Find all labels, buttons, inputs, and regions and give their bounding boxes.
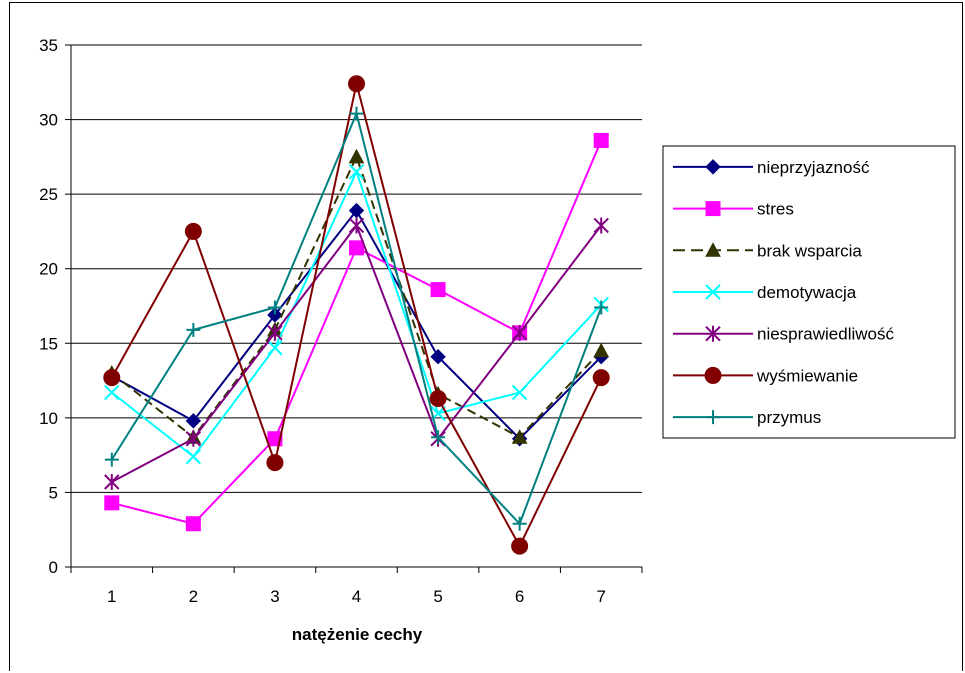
data-point	[593, 217, 609, 234]
legend-marker	[704, 366, 722, 384]
x-tick-label: 6	[515, 587, 524, 606]
data-point	[104, 473, 120, 490]
legend-entry: brak wsparcia	[673, 241, 862, 260]
legend-marker	[705, 325, 721, 342]
data-point	[349, 106, 364, 121]
data-point	[348, 148, 365, 164]
y-tick-label: 0	[49, 558, 58, 577]
series-3	[104, 164, 609, 465]
y-tick-label: 25	[39, 185, 58, 204]
x-tick-label: 2	[189, 587, 198, 606]
series-layer	[103, 75, 610, 555]
legend-label: stres	[757, 200, 794, 219]
axes: 0 5 10 15 20 25 30 35 1 2 3 4 5 6 7	[39, 36, 643, 606]
series-line	[111, 154, 602, 439]
data-point	[266, 454, 284, 472]
legend-entry: niesprawiedliwość	[673, 325, 895, 344]
series-1	[104, 132, 609, 532]
data-point	[593, 342, 610, 358]
data-point	[511, 384, 528, 401]
data-point	[511, 324, 528, 341]
y-tick-label: 30	[39, 111, 58, 130]
data-point	[349, 240, 364, 256]
series-6	[104, 106, 609, 531]
legend: nieprzyjazność stres brak wsparcia demotywa…	[662, 145, 956, 439]
legend-label: wyśmiewanie	[756, 366, 858, 385]
data-point	[348, 75, 365, 93]
data-point	[430, 349, 446, 365]
legend-entry: demotywacja	[673, 283, 857, 302]
y-tick-label: 15	[39, 334, 58, 353]
x-axis-title: natężenie cechy	[292, 625, 423, 644]
data-point	[594, 300, 609, 315]
series-line	[111, 140, 603, 525]
data-point	[511, 537, 529, 555]
legend-entry: nieprzyjazność	[673, 158, 870, 177]
y-tick-label: 10	[39, 409, 58, 428]
x-tick-label: 4	[352, 587, 361, 606]
data-point	[104, 384, 120, 401]
legend-label: przymus	[757, 408, 821, 427]
legend-marker	[705, 159, 721, 175]
data-point	[104, 452, 119, 467]
x-tick-label: 3	[270, 587, 279, 606]
y-tick-label: 20	[39, 260, 58, 279]
series-line	[110, 110, 603, 526]
data-point	[104, 495, 120, 511]
data-point	[429, 389, 447, 407]
data-point	[184, 222, 202, 240]
x-tick-label: 1	[107, 587, 116, 606]
data-point	[103, 369, 121, 387]
series-4	[104, 217, 609, 490]
data-point	[185, 448, 202, 465]
chart-area	[9, 2, 963, 671]
legend-marker	[706, 410, 720, 425]
legend-label: nieprzyjazność	[757, 158, 870, 177]
data-point	[592, 369, 610, 387]
x-tick-label: 7	[596, 587, 605, 606]
y-tick-label: 35	[39, 36, 58, 55]
data-point	[593, 132, 609, 148]
series-0	[104, 202, 609, 447]
legend-marker	[705, 242, 721, 257]
legend-entry: stres	[673, 200, 794, 219]
data-point	[511, 429, 528, 444]
legend-label: demotywacja	[757, 283, 857, 302]
data-point	[185, 516, 201, 532]
data-point	[430, 282, 446, 298]
legend-entry: wyśmiewanie	[673, 366, 858, 385]
x-tick-label: 5	[433, 587, 442, 606]
series-5	[103, 75, 610, 555]
data-point	[348, 164, 365, 180]
legend-marker	[705, 201, 721, 217]
data-point	[348, 217, 365, 234]
legend-marker	[705, 284, 721, 300]
series-line	[111, 223, 603, 483]
data-point	[186, 322, 201, 337]
data-point	[267, 340, 283, 356]
data-point	[185, 413, 202, 429]
data-point	[267, 324, 283, 341]
legend-label: brak wsparcia	[757, 241, 862, 260]
data-point	[185, 430, 202, 447]
gridlines	[71, 44, 642, 493]
data-point	[431, 430, 446, 445]
legend-entry: przymus	[673, 408, 821, 427]
legend-label: niesprawiedliwość	[757, 325, 895, 344]
y-tick-label: 5	[49, 483, 58, 502]
data-point	[512, 516, 527, 531]
data-point	[267, 300, 282, 315]
